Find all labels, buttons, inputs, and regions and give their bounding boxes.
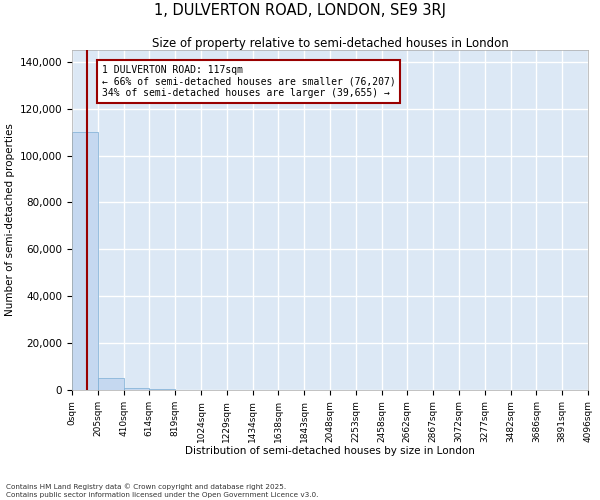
Bar [98, 378, 124, 390]
Text: Contains HM Land Registry data © Crown copyright and database right 2025.
Contai: Contains HM Land Registry data © Crown c… [6, 484, 319, 498]
Bar [72, 132, 98, 390]
Y-axis label: Number of semi-detached properties: Number of semi-detached properties [5, 124, 16, 316]
X-axis label: Distribution of semi-detached houses by size in London: Distribution of semi-detached houses by … [185, 446, 475, 456]
Text: 1, DULVERTON ROAD, LONDON, SE9 3RJ: 1, DULVERTON ROAD, LONDON, SE9 3RJ [154, 2, 446, 18]
Text: 1 DULVERTON ROAD: 117sqm
← 66% of semi-detached houses are smaller (76,207)
34% : 1 DULVERTON ROAD: 117sqm ← 66% of semi-d… [102, 66, 395, 98]
Title: Size of property relative to semi-detached houses in London: Size of property relative to semi-detach… [152, 37, 508, 50]
Bar [124, 388, 149, 390]
